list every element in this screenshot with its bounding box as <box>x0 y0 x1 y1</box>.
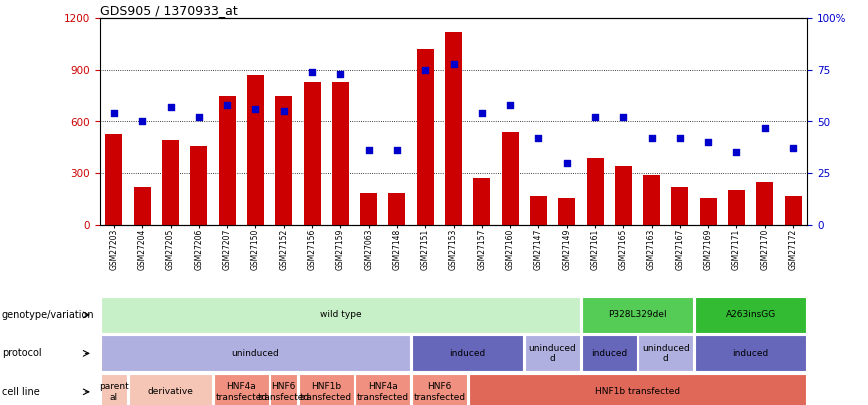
Bar <box>389 193 405 225</box>
Text: HNF1b
transfected: HNF1b transfected <box>300 382 352 401</box>
Text: induced: induced <box>591 349 628 358</box>
Bar <box>672 187 688 225</box>
Text: HNF6
transfected: HNF6 transfected <box>413 382 465 401</box>
Point <box>701 139 715 145</box>
Bar <box>101 297 580 333</box>
Bar <box>728 190 745 225</box>
Point <box>446 60 460 67</box>
Text: HNF6
transfected: HNF6 transfected <box>258 382 310 401</box>
Bar <box>106 134 122 225</box>
Point <box>758 124 772 131</box>
Point <box>305 69 319 75</box>
Text: induced: induced <box>733 349 769 358</box>
Bar <box>275 96 293 225</box>
Point <box>531 135 545 141</box>
Point <box>503 102 517 108</box>
Bar <box>582 335 636 371</box>
Bar <box>615 166 632 225</box>
Point <box>616 114 630 121</box>
Bar <box>502 132 518 225</box>
Text: cell line: cell line <box>2 387 39 397</box>
Bar <box>134 187 151 225</box>
Point <box>475 110 489 117</box>
Bar <box>332 82 349 225</box>
Bar <box>558 198 575 225</box>
Bar <box>756 182 773 225</box>
Point <box>277 108 291 114</box>
Bar <box>412 374 467 405</box>
Text: induced: induced <box>450 349 486 358</box>
Bar <box>247 75 264 225</box>
Point <box>645 135 659 141</box>
Point <box>390 147 404 153</box>
Bar <box>695 335 806 371</box>
Text: parent
al: parent al <box>99 382 128 401</box>
Point <box>362 147 376 153</box>
Bar <box>271 374 297 405</box>
Bar <box>355 374 411 405</box>
Bar <box>219 96 235 225</box>
Point <box>333 71 347 77</box>
Bar <box>299 374 353 405</box>
Bar <box>412 335 523 371</box>
Text: GDS905 / 1370933_at: GDS905 / 1370933_at <box>100 4 238 17</box>
Point <box>729 149 743 156</box>
Point <box>107 110 121 117</box>
Bar <box>129 374 212 405</box>
Text: HNF4a
transfected: HNF4a transfected <box>215 382 267 401</box>
Point <box>560 160 574 166</box>
Bar <box>695 297 806 333</box>
Point <box>673 135 687 141</box>
Bar <box>785 196 801 225</box>
Text: uninduced: uninduced <box>232 349 279 358</box>
Bar <box>190 145 207 225</box>
Text: HNF1b transfected: HNF1b transfected <box>595 387 680 396</box>
Bar <box>700 198 717 225</box>
Bar <box>101 335 411 371</box>
Bar <box>360 193 377 225</box>
Bar <box>417 49 434 225</box>
Point <box>135 118 149 125</box>
Bar <box>525 335 580 371</box>
Text: P328L329del: P328L329del <box>608 310 667 320</box>
Text: genotype/variation: genotype/variation <box>2 310 95 320</box>
Bar <box>587 158 603 225</box>
Bar <box>162 141 179 225</box>
Point <box>786 145 800 151</box>
Bar <box>643 175 660 225</box>
Point <box>192 114 206 121</box>
Point <box>220 102 234 108</box>
Bar <box>582 297 694 333</box>
Bar <box>304 82 320 225</box>
Bar <box>214 374 269 405</box>
Bar <box>473 178 490 225</box>
Bar <box>638 335 694 371</box>
Bar <box>530 196 547 225</box>
Text: protocol: protocol <box>2 348 42 358</box>
Point <box>588 114 602 121</box>
Bar <box>101 374 128 405</box>
Text: HNF4a
transfected: HNF4a transfected <box>357 382 409 401</box>
Text: uninduced
d: uninduced d <box>641 344 690 363</box>
Text: wild type: wild type <box>319 310 361 320</box>
Point <box>248 106 262 112</box>
Bar <box>445 32 462 225</box>
Bar <box>469 374 806 405</box>
Point <box>418 66 432 73</box>
Text: derivative: derivative <box>148 387 194 396</box>
Text: A263insGG: A263insGG <box>726 310 776 320</box>
Text: uninduced
d: uninduced d <box>529 344 576 363</box>
Point <box>163 104 177 110</box>
